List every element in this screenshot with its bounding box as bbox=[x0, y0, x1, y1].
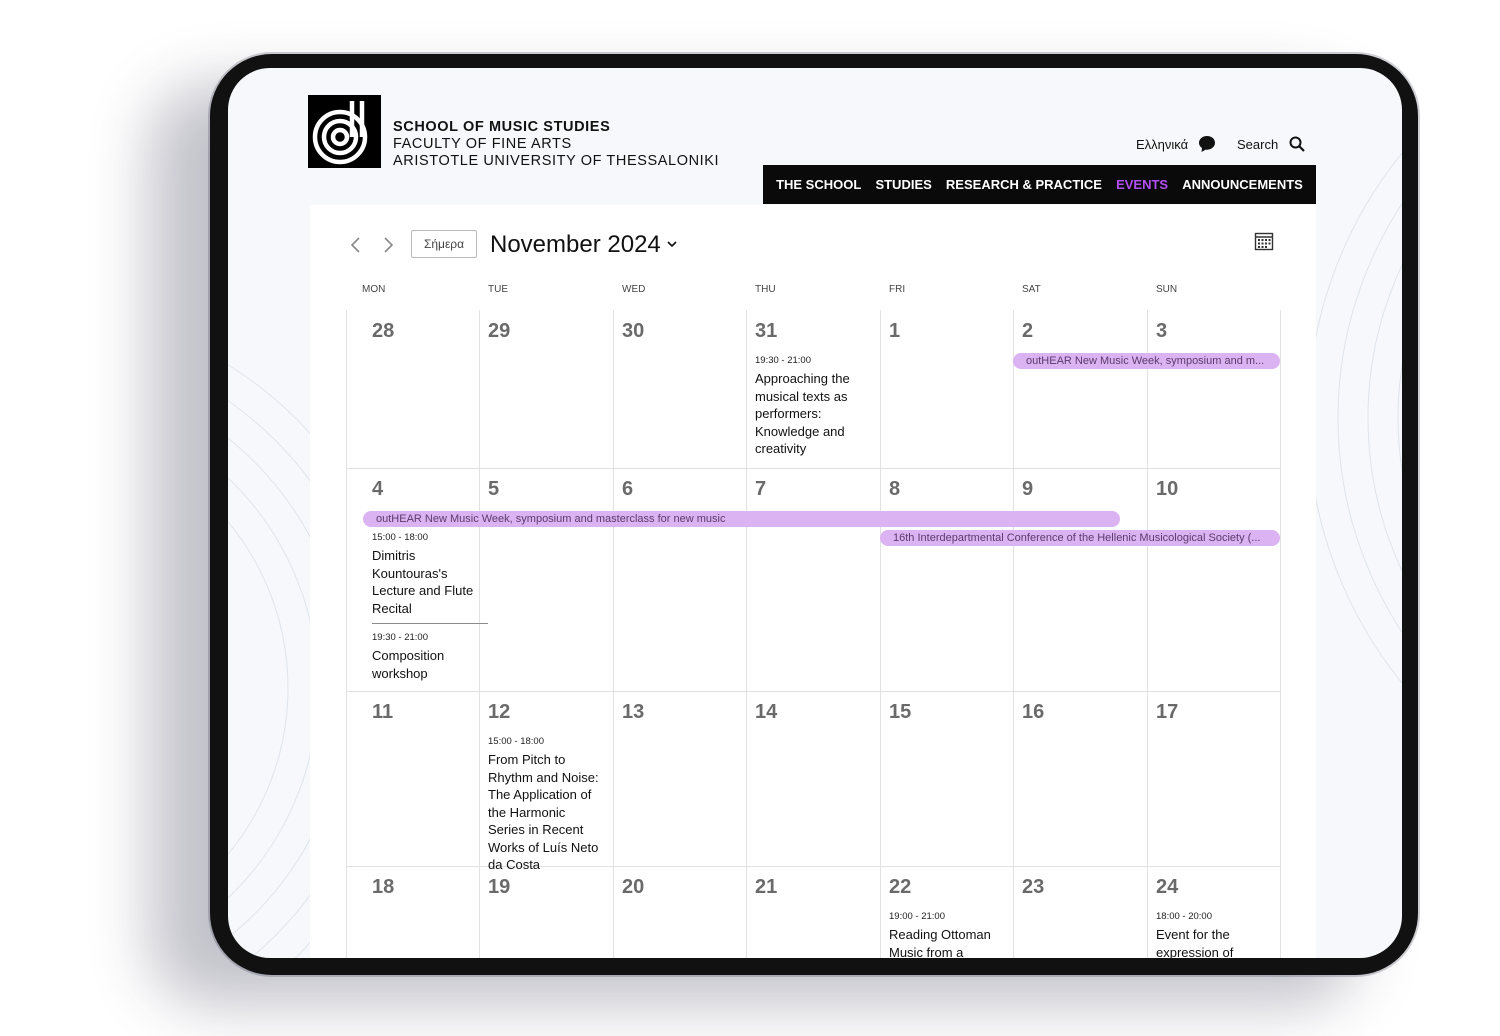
language-icon[interactable] bbox=[1198, 135, 1216, 153]
nav-item[interactable]: STUDIES bbox=[875, 177, 932, 192]
day-events: 19:00 - 21:00 Reading Ottoman Music from … bbox=[889, 910, 1005, 958]
faculty-name: FACULTY OF FINE ARTS bbox=[393, 136, 572, 152]
university-name: ARISTOTLE UNIVERSITY OF THESSALONIKI bbox=[393, 153, 720, 169]
day-number[interactable]: 20 bbox=[622, 876, 645, 898]
day-number[interactable]: 8 bbox=[889, 478, 901, 500]
day-number[interactable]: 7 bbox=[755, 478, 767, 500]
event-time: 19:30 - 21:00 bbox=[755, 355, 811, 366]
main-nav: THE SCHOOL STUDIES RESEARCH & PRACTICE EVEN… bbox=[763, 165, 1316, 204]
day-number[interactable]: 9 bbox=[1022, 478, 1034, 500]
grid-line bbox=[346, 310, 347, 958]
event-time: 19:00 - 21:00 bbox=[889, 911, 945, 922]
day-number[interactable]: 23 bbox=[1022, 876, 1045, 898]
weekday-header: FRI bbox=[889, 284, 906, 295]
multi-day-event[interactable]: outHEAR New Music Week, symposium and ma… bbox=[363, 511, 1120, 527]
event[interactable]: 19:30 - 21:00 Approaching the musical tex… bbox=[755, 354, 871, 458]
grid-line bbox=[1013, 310, 1014, 958]
weekday-header: SUN bbox=[1156, 284, 1178, 295]
search-link[interactable]: Search bbox=[1237, 137, 1279, 152]
day-number[interactable]: 2 bbox=[1022, 320, 1034, 342]
weekday-header: SAT bbox=[1022, 284, 1041, 295]
day-events: 19:30 - 21:00 Approaching the musical tex… bbox=[755, 354, 871, 458]
event-title: Approaching the musical texts as perform… bbox=[755, 371, 850, 456]
day-number[interactable]: 19 bbox=[488, 876, 511, 898]
logo bbox=[308, 95, 381, 168]
day-events: 15:00 - 18:00 Dimitris Kountouras's Lectu… bbox=[372, 531, 488, 682]
prev-month[interactable] bbox=[348, 235, 364, 255]
day-number[interactable]: 10 bbox=[1156, 478, 1179, 500]
day-number[interactable]: 11 bbox=[372, 701, 394, 723]
day-number[interactable]: 14 bbox=[755, 701, 778, 723]
day-number[interactable]: 21 bbox=[755, 876, 778, 898]
day-number[interactable]: 31 bbox=[755, 320, 778, 342]
next-month[interactable] bbox=[380, 235, 396, 255]
weekday-header: MON bbox=[362, 284, 386, 295]
day-number[interactable]: 24 bbox=[1156, 876, 1179, 898]
screen: SCHOOL OF MUSIC STUDIES FACULTY OF FINE … bbox=[228, 68, 1402, 958]
event-time: 18:00 - 20:00 bbox=[1156, 911, 1212, 922]
day-events: 18:00 - 20:00 Event for the expression of bbox=[1156, 910, 1272, 958]
multi-day-event[interactable]: 16th Interdepartmental Conference of the… bbox=[880, 530, 1280, 546]
event-title: Reading Ottoman Music from a bbox=[889, 927, 991, 958]
weekday-header: WED bbox=[622, 284, 646, 295]
event[interactable]: 19:00 - 21:00 Reading Ottoman Music from … bbox=[889, 910, 1005, 958]
event[interactable]: 15:00 - 18:00 From Pitch to Rhythm and No… bbox=[488, 735, 604, 874]
today-button[interactable]: Σήμερα bbox=[411, 230, 477, 258]
event-title: From Pitch to Rhythm and Noise: The Appl… bbox=[488, 752, 599, 872]
calendar-view-icon[interactable] bbox=[1254, 231, 1274, 251]
day-number[interactable]: 13 bbox=[622, 701, 645, 723]
day-number[interactable]: 29 bbox=[488, 320, 511, 342]
search-icon[interactable] bbox=[1289, 136, 1305, 152]
day-number[interactable]: 16 bbox=[1022, 701, 1045, 723]
event-title: Event for the expression of bbox=[1156, 927, 1234, 958]
event[interactable]: 18:00 - 20:00 Event for the expression of bbox=[1156, 910, 1272, 958]
school-name: SCHOOL OF MUSIC STUDIES bbox=[393, 119, 611, 135]
day-number[interactable]: 30 bbox=[622, 320, 645, 342]
event-title: Dimitris Kountouras's Lecture and Flute … bbox=[372, 548, 474, 616]
event[interactable]: 19:30 - 21:00 Composition workshop bbox=[372, 623, 488, 682]
nav-item[interactable]: THE SCHOOL bbox=[776, 177, 862, 192]
nav-item[interactable]: RESEARCH & PRACTICE bbox=[945, 177, 1102, 192]
day-number[interactable]: 5 bbox=[488, 478, 500, 500]
grid-line bbox=[1147, 310, 1148, 958]
event-time: 15:00 - 18:00 bbox=[488, 736, 544, 747]
day-number[interactable]: 1 bbox=[889, 320, 901, 342]
weekday-header: TUE bbox=[488, 284, 508, 295]
month-title[interactable]: November 2024 bbox=[490, 231, 661, 258]
day-number[interactable]: 15 bbox=[889, 701, 912, 723]
day-number[interactable]: 4 bbox=[372, 478, 384, 500]
multi-day-event[interactable]: outHEAR New Music Week, symposium and m.… bbox=[1013, 353, 1280, 369]
event-time: 19:30 - 21:00 bbox=[372, 632, 428, 643]
event[interactable]: 15:00 - 18:00 Dimitris Kountouras's Lectu… bbox=[372, 531, 488, 617]
nav-item[interactable]: EVENTS bbox=[1116, 177, 1169, 192]
day-events: 15:00 - 18:00 From Pitch to Rhythm and No… bbox=[488, 735, 604, 874]
grid-line bbox=[746, 310, 747, 958]
month-dropdown[interactable] bbox=[666, 239, 678, 249]
grid-line bbox=[1280, 310, 1281, 958]
day-number[interactable]: 22 bbox=[889, 876, 912, 898]
grid-line bbox=[346, 691, 1280, 692]
calendar-panel bbox=[310, 205, 1316, 958]
day-number[interactable]: 17 bbox=[1156, 701, 1179, 723]
day-number[interactable]: 18 bbox=[372, 876, 395, 898]
language-link[interactable]: Ελληνικά bbox=[1136, 137, 1189, 152]
grid-line bbox=[346, 866, 1280, 867]
event-time: 15:00 - 18:00 bbox=[372, 532, 428, 543]
grid-line bbox=[479, 310, 480, 958]
grid-line bbox=[880, 310, 881, 958]
nav-item[interactable]: ANNOUNCEMENTS bbox=[1182, 177, 1303, 192]
day-number[interactable]: 28 bbox=[372, 320, 395, 342]
weekday-header: THU bbox=[755, 284, 776, 295]
day-number[interactable]: 12 bbox=[488, 701, 511, 723]
grid-line bbox=[613, 310, 614, 958]
day-number[interactable]: 6 bbox=[622, 478, 634, 500]
event-title: Composition workshop bbox=[372, 648, 445, 681]
grid-line bbox=[346, 468, 1280, 469]
day-number[interactable]: 3 bbox=[1156, 320, 1168, 342]
